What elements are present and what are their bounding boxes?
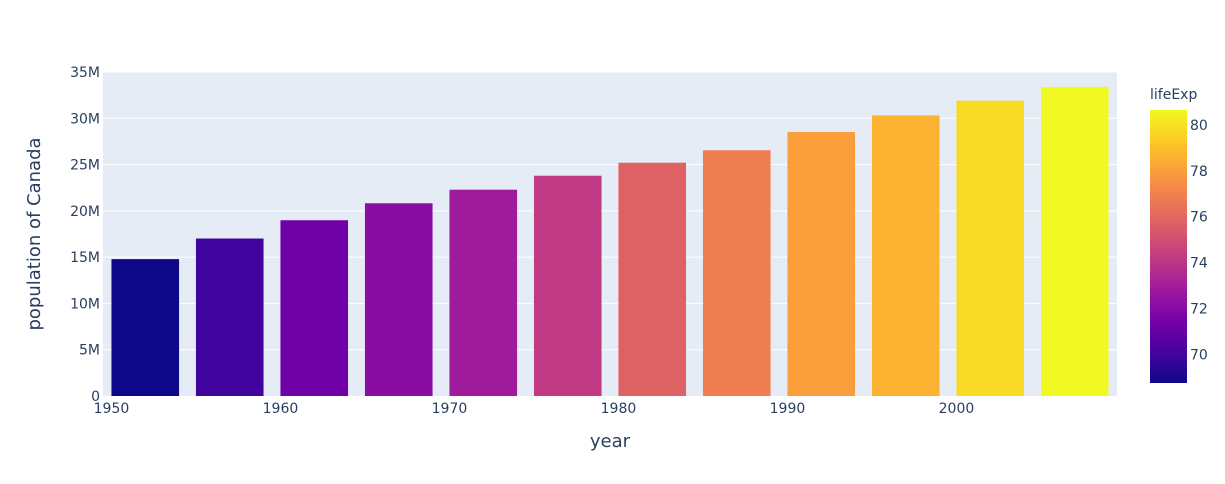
- y-tick-label: 10M: [70, 296, 100, 312]
- plot-background: [103, 72, 1117, 396]
- bars: [111, 86, 1109, 397]
- x-tick-label: 1960: [263, 401, 299, 417]
- bar: [280, 220, 349, 396]
- colorbar-tick-labels: 70 72 74 76 78 80: [1190, 118, 1208, 363]
- colorbar-tick-label: 70: [1190, 347, 1208, 363]
- y-tick-label: 5M: [79, 343, 100, 359]
- x-axis-title: year: [590, 431, 631, 452]
- bar: [956, 100, 1025, 396]
- y-tick-label: 20M: [70, 204, 100, 220]
- x-tick-labels: 1950 1960 1970 1980 1990 2000: [94, 401, 975, 417]
- bar: [618, 162, 687, 396]
- colorbar-tick-label: 80: [1190, 118, 1208, 134]
- bar: [787, 131, 856, 397]
- bar: [702, 150, 771, 396]
- colorbar-tick-label: 72: [1190, 301, 1208, 317]
- y-tick-label: 0: [91, 389, 100, 405]
- colorbar-tick-label: 74: [1190, 256, 1208, 272]
- y-tick-label: 15M: [70, 250, 100, 266]
- bar: [364, 203, 433, 396]
- y-axis-title: population of Canada: [24, 137, 45, 330]
- x-tick-label: 1970: [432, 401, 468, 417]
- colorbar-tick-label: 76: [1190, 210, 1208, 226]
- y-tick-label: 35M: [70, 65, 100, 81]
- colorbar-title: lifeExp: [1150, 87, 1197, 103]
- x-tick-label: 1980: [601, 401, 637, 417]
- colorbar-tick-label: 78: [1190, 164, 1208, 180]
- y-tick-label: 25M: [70, 158, 100, 174]
- y-tick-label: 30M: [70, 111, 100, 127]
- x-tick-label: 1950: [94, 401, 130, 417]
- bar: [871, 115, 940, 397]
- bar: [533, 175, 602, 396]
- bar: [449, 189, 518, 396]
- bar: [111, 259, 180, 396]
- bar: [195, 238, 264, 396]
- colorbar: [1150, 110, 1187, 383]
- x-tick-label: 1990: [770, 401, 806, 417]
- x-tick-label: 2000: [939, 401, 975, 417]
- y-tick-labels: 0 5M 10M 15M 20M 25M 30M 35M: [70, 65, 100, 405]
- grid-lines: [103, 71, 1117, 351]
- bar: [1040, 86, 1109, 396]
